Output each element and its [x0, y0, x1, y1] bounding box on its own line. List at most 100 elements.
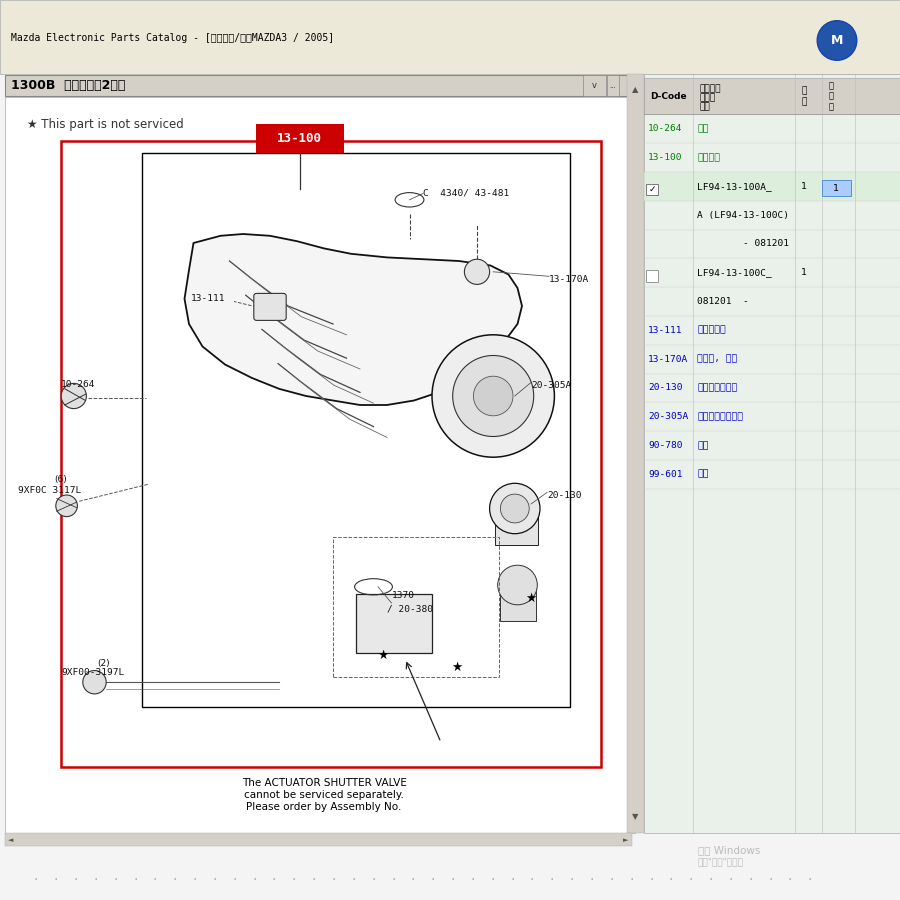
Text: 9XF0C 3117L: 9XF0C 3117L [18, 486, 81, 495]
Text: 1: 1 [833, 184, 839, 193]
Text: M: M [831, 34, 843, 47]
Text: 转到"设置"以激活: 转到"设置"以激活 [698, 858, 743, 867]
Text: ★ This part is not serviced: ★ This part is not serviced [27, 118, 184, 130]
Text: ·: · [252, 873, 256, 887]
Text: ·: · [451, 873, 455, 887]
Text: 螺栓: 螺栓 [698, 470, 709, 479]
Bar [333, 537, 500, 677]
Text: ·: · [688, 873, 693, 887]
Text: / 20-380: / 20-380 [387, 605, 433, 614]
Text: ▲: ▲ [632, 86, 639, 94]
Text: 进气岐管垄: 进气岐管垄 [698, 326, 726, 335]
Text: 废气再循环阀垄片: 废气再循环阀垄片 [698, 412, 743, 421]
Text: LF94-13-100A_: LF94-13-100A_ [698, 182, 772, 191]
Text: 切断阀执行机构: 切断阀执行机构 [698, 383, 738, 392]
Bar [142, 153, 570, 706]
Text: 说明: 说明 [699, 103, 710, 112]
Text: ·: · [471, 873, 475, 887]
Text: 1370: 1370 [392, 591, 415, 600]
Text: 激活 Windows: 激活 Windows [698, 845, 760, 856]
Text: ·: · [669, 873, 673, 887]
Circle shape [83, 670, 106, 694]
Bar [627, 74, 644, 832]
Text: 订
购
数: 订 购 数 [828, 81, 833, 112]
Text: 螺栓: 螺栓 [698, 441, 709, 450]
Bar [644, 74, 900, 832]
Text: ·: · [153, 873, 157, 887]
Text: 1: 1 [801, 268, 806, 277]
Text: ·: · [510, 873, 515, 887]
Text: 99-601: 99-601 [648, 470, 682, 479]
Text: ·: · [232, 873, 237, 887]
Text: ·: · [550, 873, 554, 887]
Text: ★: ★ [526, 592, 536, 605]
Text: ·: · [609, 873, 614, 887]
Text: ·: · [133, 873, 138, 887]
Text: 部件号: 部件号 [699, 94, 716, 103]
Text: 部件名称: 部件名称 [699, 85, 721, 94]
Text: 20-305A: 20-305A [648, 412, 688, 421]
Text: 10-264: 10-264 [648, 124, 682, 133]
Circle shape [500, 494, 529, 523]
Text: 1: 1 [801, 182, 806, 191]
Bar [0, 0, 900, 74]
Text: ·: · [371, 873, 375, 887]
Text: ·: · [491, 873, 495, 887]
Text: ·: · [629, 873, 634, 887]
Text: 连接器, 软管: 连接器, 软管 [698, 355, 738, 364]
Text: 行套: 行套 [698, 124, 709, 133]
Text: ·: · [113, 873, 118, 887]
Text: D-Code: D-Code [650, 92, 687, 101]
Text: ·: · [411, 873, 415, 887]
Text: 13-100: 13-100 [648, 153, 682, 162]
Text: ·: · [530, 873, 535, 887]
Text: ·: · [391, 873, 395, 887]
Text: (2): (2) [97, 659, 110, 668]
Bar [583, 75, 606, 96]
Text: ·: · [431, 873, 435, 887]
Bar [607, 75, 619, 96]
FancyBboxPatch shape [254, 293, 286, 320]
Circle shape [473, 376, 513, 416]
Text: ✓: ✓ [649, 184, 656, 194]
Text: ·: · [212, 873, 217, 887]
Text: 20-130: 20-130 [547, 491, 581, 500]
Text: ·: · [768, 873, 772, 887]
Text: ►: ► [623, 837, 628, 842]
Text: ·: · [173, 873, 177, 887]
Text: ·: · [272, 873, 276, 887]
Text: 10-264: 10-264 [61, 380, 95, 389]
Circle shape [432, 335, 554, 457]
Text: C  4340/ 43-481: C 4340/ 43-481 [423, 189, 509, 198]
Bar [500, 580, 536, 621]
FancyBboxPatch shape [256, 124, 344, 153]
Text: ·: · [74, 873, 78, 887]
Text: ·: · [570, 873, 574, 887]
Text: A (LF94-13-100C): A (LF94-13-100C) [698, 211, 789, 220]
Text: ·: · [331, 873, 336, 887]
Text: ·: · [292, 873, 296, 887]
Text: 9XF00-3197L: 9XF00-3197L [61, 668, 124, 677]
Text: 20-130: 20-130 [648, 383, 682, 392]
Text: v: v [591, 81, 597, 90]
Text: Mazda Electronic Parts Catalog - [目录图像/文本MAZDA3 / 2005]: Mazda Electronic Parts Catalog - [目录图像/文… [11, 32, 334, 43]
Text: 13-100: 13-100 [277, 132, 322, 145]
Circle shape [56, 495, 77, 517]
Text: 13-170A: 13-170A [549, 274, 590, 284]
Text: ·: · [808, 873, 812, 887]
Circle shape [498, 565, 537, 605]
Bar [644, 78, 900, 114]
Text: 1300B  进气岐管（2升）: 1300B 进气岐管（2升） [11, 79, 125, 92]
Text: ·: · [748, 873, 752, 887]
Text: ·: · [34, 873, 38, 887]
Text: ·: · [94, 873, 98, 887]
Text: ·: · [351, 873, 356, 887]
Text: ·: · [193, 873, 197, 887]
Text: 081201  -: 081201 - [698, 297, 749, 306]
Text: The ACTUATOR SHUTTER VALVE
cannot be serviced separately.
Please order by Assemb: The ACTUATOR SHUTTER VALVE cannot be ser… [241, 778, 407, 812]
Bar [495, 501, 538, 544]
Text: 数
量: 数 量 [801, 86, 806, 106]
Text: ·: · [728, 873, 733, 887]
Text: ★: ★ [377, 649, 388, 662]
Text: ★: ★ [452, 662, 463, 674]
